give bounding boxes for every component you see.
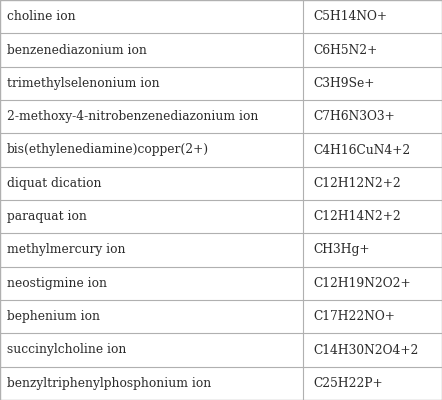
Text: C25H22P+: C25H22P+	[314, 377, 384, 390]
Text: diquat dication: diquat dication	[7, 177, 101, 190]
Text: C17H22NO+: C17H22NO+	[314, 310, 396, 323]
Text: bis(ethylenediamine)copper(2+): bis(ethylenediamine)copper(2+)	[7, 144, 209, 156]
Text: benzenediazonium ion: benzenediazonium ion	[7, 44, 146, 56]
Text: benzyltriphenylphosphonium ion: benzyltriphenylphosphonium ion	[7, 377, 211, 390]
Text: C12H14N2+2: C12H14N2+2	[314, 210, 402, 223]
Text: C14H30N2O4+2: C14H30N2O4+2	[314, 344, 419, 356]
Text: C4H16CuN4+2: C4H16CuN4+2	[314, 144, 411, 156]
Text: C3H9Se+: C3H9Se+	[314, 77, 375, 90]
Text: C6H5N2+: C6H5N2+	[314, 44, 378, 56]
Text: paraquat ion: paraquat ion	[7, 210, 87, 223]
Text: methylmercury ion: methylmercury ion	[7, 244, 125, 256]
Text: CH3Hg+: CH3Hg+	[314, 244, 370, 256]
Text: succinylcholine ion: succinylcholine ion	[7, 344, 126, 356]
Text: 2-methoxy-4-nitrobenzenediazonium ion: 2-methoxy-4-nitrobenzenediazonium ion	[7, 110, 258, 123]
Text: C7H6N3O3+: C7H6N3O3+	[314, 110, 396, 123]
Text: trimethylselenonium ion: trimethylselenonium ion	[7, 77, 159, 90]
Text: bephenium ion: bephenium ion	[7, 310, 99, 323]
Text: C12H19N2O2+: C12H19N2O2+	[314, 277, 412, 290]
Text: C5H14NO+: C5H14NO+	[314, 10, 388, 23]
Text: neostigmine ion: neostigmine ion	[7, 277, 107, 290]
Text: C12H12N2+2: C12H12N2+2	[314, 177, 402, 190]
Text: choline ion: choline ion	[7, 10, 75, 23]
